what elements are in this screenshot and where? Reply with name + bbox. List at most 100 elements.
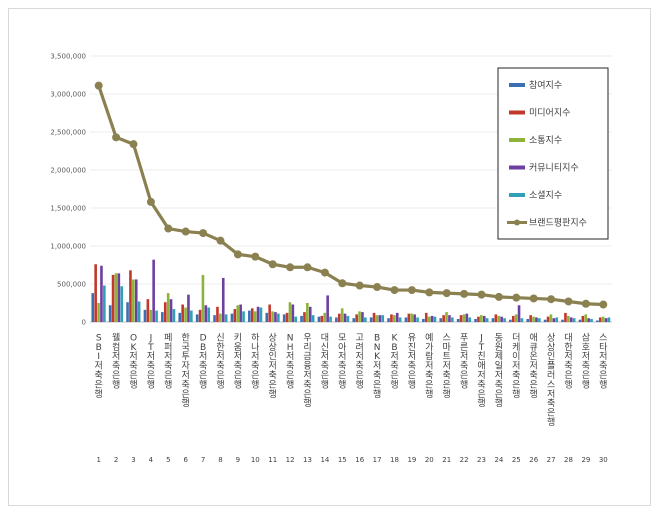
- bar-1-25: [509, 319, 512, 322]
- y-tick-label: 0: [82, 319, 86, 327]
- x-rank-label: 26: [529, 456, 538, 464]
- bar-4-7: [204, 305, 208, 322]
- x-rank-label: 10: [251, 456, 260, 464]
- legend-line-marker: [514, 219, 520, 226]
- legend-box: [497, 67, 609, 240]
- x-rank-label: 23: [477, 456, 486, 464]
- bar-3-26: [532, 316, 535, 322]
- x-rank-label: 29: [581, 456, 590, 464]
- bar-4-26: [535, 317, 538, 322]
- bar-2-10: [250, 308, 254, 322]
- bar-1-27: [543, 319, 547, 322]
- brand-index-point: [338, 279, 347, 288]
- bar-4-25: [517, 305, 521, 322]
- bar-1-24: [491, 318, 495, 322]
- x-rank-label: 18: [390, 456, 399, 464]
- brand-index-point: [268, 260, 277, 269]
- legend-label: 소셜지수: [529, 190, 562, 201]
- x-rank-label: 30: [599, 456, 608, 464]
- bar-4-18: [395, 312, 399, 322]
- x-rank-label: 24: [494, 456, 503, 464]
- bar-5-19: [416, 317, 419, 322]
- bar-2-29: [581, 315, 585, 322]
- bar-4-20: [430, 315, 434, 322]
- bar-3-12: [288, 302, 292, 322]
- y-tick-label: 1,500,000: [50, 205, 86, 213]
- x-rank-label: 8: [218, 456, 222, 464]
- bar-3-23: [480, 315, 483, 322]
- x-rank-label: 12: [286, 456, 295, 464]
- x-rank-label: 4: [149, 456, 154, 464]
- bar-4-6: [187, 294, 190, 322]
- brand-index-point: [286, 263, 295, 272]
- bar-4-24: [500, 316, 503, 322]
- brand-index-point: [303, 263, 312, 272]
- brand-index-point: [355, 281, 364, 290]
- bar-2-19: [407, 313, 411, 322]
- x-rank-label: 14: [320, 456, 329, 464]
- bar-3-22: [462, 314, 466, 322]
- brand-index-point: [529, 294, 538, 303]
- brand-index-point: [390, 286, 399, 295]
- bar-2-21: [442, 315, 445, 322]
- bar-3-29: [584, 314, 588, 322]
- bar-3-5: [166, 293, 170, 322]
- brand-index-point: [547, 295, 556, 304]
- x-rank-label: 22: [460, 456, 469, 464]
- bar-5-10: [259, 307, 263, 322]
- bar-4-12: [291, 304, 295, 322]
- bar-1-26: [526, 318, 530, 322]
- x-rank-label: 25: [512, 456, 521, 464]
- bar-5-4: [155, 310, 158, 322]
- bar-4-2: [117, 273, 121, 322]
- x-rank-label: 19: [407, 456, 416, 464]
- bar-1-2: [108, 305, 112, 322]
- bar-4-5: [169, 299, 173, 322]
- bar-5-6: [190, 310, 193, 322]
- brand-index-point: [94, 81, 103, 90]
- bar-1-29: [578, 319, 582, 322]
- bar-3-6: [184, 307, 187, 322]
- bar-1-13: [300, 315, 303, 322]
- bar-5-12: [294, 316, 298, 322]
- bar-5-15: [346, 315, 350, 322]
- x-rank-label: 9: [236, 456, 240, 464]
- bar-2-20: [424, 312, 428, 322]
- brand-index-point: [460, 289, 469, 298]
- x-rank-label: 3: [131, 456, 135, 464]
- bar-5-18: [398, 317, 402, 322]
- brand-index-point: [373, 283, 382, 292]
- bar-3-27: [549, 314, 553, 322]
- bar-5-14: [329, 316, 332, 322]
- bar-5-27: [555, 317, 559, 322]
- bar-1-22: [456, 318, 460, 322]
- y-tick-label: 2,500,000: [50, 129, 86, 137]
- bar-1-1: [91, 293, 95, 322]
- bar-3-10: [253, 311, 257, 322]
- y-tick-label: 3,500,000: [50, 53, 86, 61]
- bar-4-29: [587, 318, 590, 322]
- bar-1-8: [213, 315, 216, 322]
- bar-2-26: [529, 315, 532, 322]
- bar-5-8: [224, 314, 228, 322]
- bar-5-7: [207, 307, 211, 322]
- bar-1-9: [230, 313, 234, 322]
- bar-2-4: [146, 299, 150, 322]
- brand-index-point: [112, 133, 121, 142]
- bar-4-16: [361, 312, 364, 322]
- bar-1-10: [248, 310, 251, 322]
- bar-3-24: [497, 315, 501, 322]
- legend-swatch: [509, 138, 525, 142]
